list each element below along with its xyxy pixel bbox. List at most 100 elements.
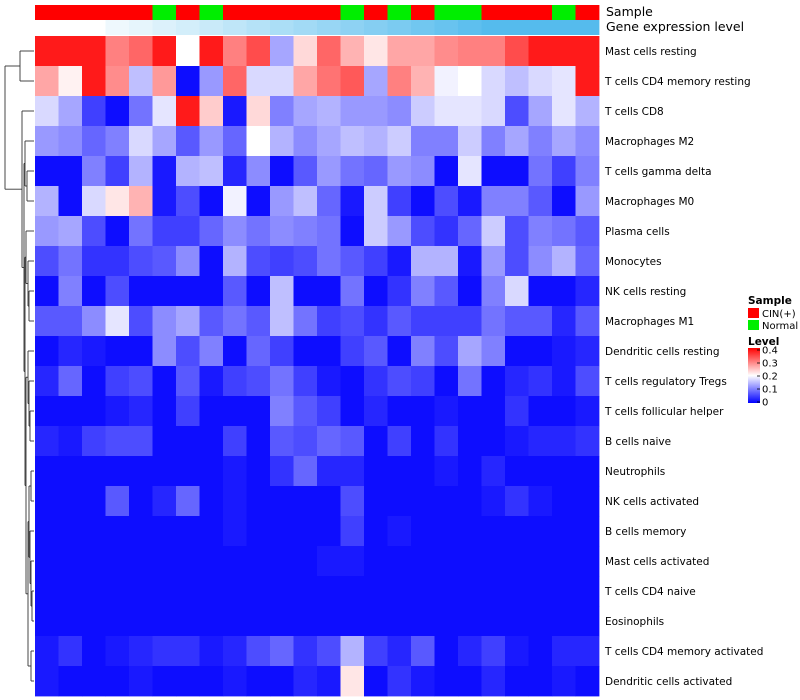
heatmap-cell xyxy=(293,66,318,97)
heatmap-cell xyxy=(270,156,294,187)
heatmap-cell xyxy=(105,276,130,307)
heatmap-cell xyxy=(270,486,294,517)
heatmap-cell xyxy=(340,546,365,577)
heatmap-cell xyxy=(223,486,247,517)
heatmap-cell xyxy=(129,456,153,487)
heatmap-cell xyxy=(105,426,130,457)
heatmap-cell xyxy=(481,126,506,157)
heatmap-cell xyxy=(246,156,271,187)
heatmap-cell xyxy=(246,96,271,127)
row-label: Macrophages M0 xyxy=(605,196,694,208)
heatmap-cell xyxy=(223,126,247,157)
heatmap-cell xyxy=(340,306,365,337)
heatmap-cell xyxy=(152,636,177,667)
sample-annotation-cell xyxy=(481,5,506,20)
heatmap-cell xyxy=(223,456,247,487)
heatmap-cell xyxy=(411,606,435,637)
heatmap-cell xyxy=(364,246,388,277)
heatmap-cell xyxy=(552,456,576,487)
heatmap-cell xyxy=(105,66,130,97)
heatmap-cell xyxy=(552,126,576,157)
heatmap-cell xyxy=(270,396,294,427)
heatmap-cell xyxy=(82,606,106,637)
heatmap-cell xyxy=(528,636,553,667)
heatmap-cell xyxy=(317,66,341,97)
heatmap-cell xyxy=(552,636,576,667)
heatmap-cell xyxy=(58,66,83,97)
heatmap-cell xyxy=(152,96,177,127)
heatmap-cell xyxy=(317,96,341,127)
heatmap-cell xyxy=(58,156,83,187)
level-annotation-cell xyxy=(293,20,318,35)
heatmap-cell xyxy=(58,36,83,67)
heatmap-cell xyxy=(270,186,294,217)
heatmap-cell xyxy=(575,516,600,547)
heatmap-cell xyxy=(340,276,365,307)
heatmap-cell xyxy=(152,156,177,187)
heatmap-cell xyxy=(552,486,576,517)
heatmap-cell xyxy=(270,66,294,97)
heatmap-cell xyxy=(152,336,177,367)
heatmap-cell xyxy=(481,396,506,427)
heatmap-cell xyxy=(458,636,482,667)
heatmap-cell xyxy=(176,336,200,367)
heatmap-cell xyxy=(458,306,482,337)
heatmap-cell xyxy=(528,306,553,337)
heatmap-cell xyxy=(340,516,365,547)
heatmap-cell xyxy=(528,36,553,67)
heatmap-cell xyxy=(387,336,412,367)
row-label: Mast cells resting xyxy=(605,46,697,58)
row-label: T cells gamma delta xyxy=(604,166,712,178)
heatmap-cell xyxy=(105,126,130,157)
heatmap-cell xyxy=(411,456,435,487)
sample-annotation-cell xyxy=(270,5,294,20)
heatmap-cell xyxy=(528,576,553,607)
row-label: B cells naive xyxy=(605,436,671,448)
heatmap-cell xyxy=(293,336,318,367)
heatmap-cell xyxy=(82,366,106,397)
heatmap-cell xyxy=(35,126,59,157)
heatmap-cell xyxy=(35,276,59,307)
level-annotation-cell xyxy=(340,20,365,35)
heatmap-cell xyxy=(528,516,553,547)
heatmap-cell xyxy=(481,216,506,247)
heatmap-cell xyxy=(270,96,294,127)
heatmap-cell xyxy=(317,126,341,157)
heatmap-cell xyxy=(176,306,200,337)
heatmap-cell xyxy=(58,126,83,157)
heatmap-cell xyxy=(458,666,482,697)
heatmap-cell xyxy=(411,216,435,247)
heatmap-cell xyxy=(293,666,318,697)
sample-annotation-cell xyxy=(152,5,177,20)
heatmap-cell xyxy=(434,666,459,697)
heatmap-cell xyxy=(246,216,271,247)
heatmap-cell xyxy=(458,396,482,427)
heatmap-cell xyxy=(505,546,529,577)
heatmap-cell xyxy=(387,636,412,667)
heatmap-cell xyxy=(129,96,153,127)
heatmap-cell xyxy=(552,216,576,247)
row-label: Dendritic cells resting xyxy=(605,346,720,358)
heatmap-cell xyxy=(528,96,553,127)
heatmap-cell xyxy=(246,276,271,307)
sample-annotation-cell xyxy=(199,5,224,20)
heatmap-cell xyxy=(411,516,435,547)
heatmap-cell xyxy=(481,186,506,217)
heatmap-cell xyxy=(505,456,529,487)
level-annotation-cell xyxy=(152,20,177,35)
heatmap-cell xyxy=(387,66,412,97)
heatmap-cell xyxy=(246,456,271,487)
heatmap-cell xyxy=(364,426,388,457)
level-annotation-cell xyxy=(552,20,576,35)
heatmap-cell xyxy=(293,576,318,607)
heatmap-cell xyxy=(317,246,341,277)
heatmap-cell xyxy=(129,546,153,577)
heatmap-cell xyxy=(575,216,600,247)
heatmap-cell xyxy=(317,396,341,427)
heatmap-cell xyxy=(481,36,506,67)
heatmap-cell xyxy=(387,96,412,127)
heatmap-cell xyxy=(528,456,553,487)
heatmap-cell xyxy=(199,246,224,277)
heatmap-cell xyxy=(223,276,247,307)
heatmap-cell xyxy=(58,606,83,637)
